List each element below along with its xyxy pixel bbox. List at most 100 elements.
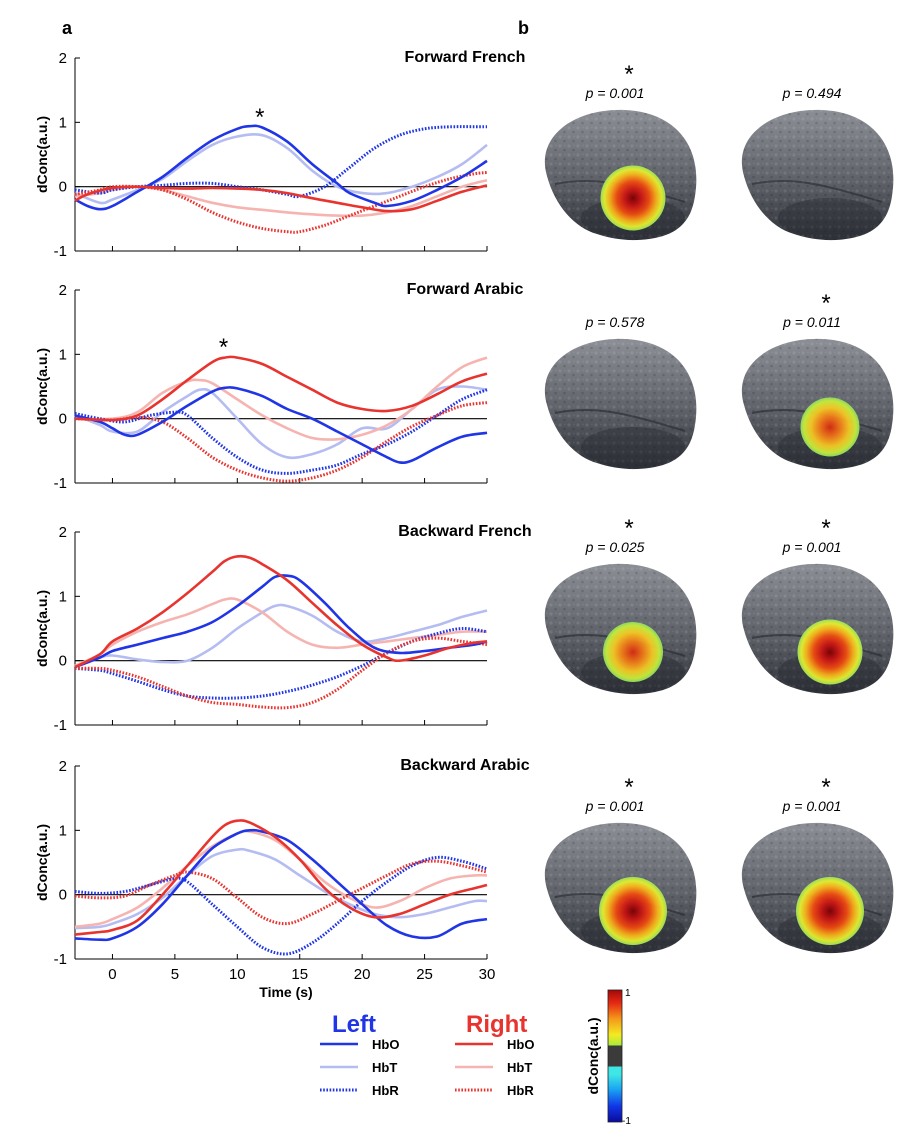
series-left-hbt	[74, 847, 488, 930]
series-left-hbr	[74, 388, 488, 475]
significance-star: *	[624, 61, 633, 88]
activation-blob	[796, 877, 864, 945]
series-left-hbr	[74, 626, 488, 700]
series-right-hbr	[74, 859, 488, 926]
y-tick-label: -1	[54, 475, 67, 492]
significance-star: *	[255, 104, 264, 131]
plot-title: Backward French	[398, 523, 531, 540]
plot-title: Forward Arabic	[407, 281, 524, 298]
x-tick-label: 5	[171, 966, 179, 983]
activation-blob	[603, 622, 663, 682]
brain-map: *p = 0.001	[741, 515, 894, 695]
significance-star: *	[821, 290, 830, 317]
y-tick-label: 2	[59, 758, 67, 775]
brain-temporal-shadow	[778, 198, 882, 238]
series-right-hbr	[74, 636, 488, 710]
series-right-hbt	[74, 356, 488, 441]
legend-label-left-hbr: HbR	[372, 1083, 399, 1098]
p-value-label: p = 0.001	[782, 539, 842, 555]
significance-star: *	[821, 515, 830, 542]
legend-label-left-hbt: HbT	[372, 1060, 397, 1075]
brain-temporal-shadow	[581, 427, 685, 467]
legend-label-right-hbr: HbR	[507, 1083, 534, 1098]
significance-star: *	[624, 515, 633, 542]
series-left-hbo	[74, 386, 488, 464]
colorbar-min-label: -1	[622, 1116, 631, 1127]
brain-map: *p = 0.001	[544, 61, 697, 241]
y-tick-label: 0	[59, 411, 67, 428]
series-left-hbt	[74, 133, 488, 205]
legend-label-right-hbo: HbO	[507, 1037, 534, 1052]
p-value-label: p = 0.494	[782, 85, 842, 101]
p-value-label: p = 0.001	[585, 85, 645, 101]
x-tick-label: 10	[229, 966, 246, 983]
plot-forward-arabic: -1 0 1 2 dConc(a.u.) Forward Arabic *	[34, 281, 523, 492]
colorbar-max-label: 1	[625, 988, 631, 999]
significance-star: *	[624, 774, 633, 801]
x-tick-label: 0	[108, 966, 116, 983]
y-tick-label: 0	[59, 887, 67, 904]
series-left-hbo	[74, 574, 488, 669]
series-left-hbr	[74, 855, 488, 956]
p-value-label: p = 0.578	[585, 314, 645, 330]
activation-blob	[600, 165, 666, 231]
y-tick-label: 0	[59, 653, 67, 670]
y-axis-label: dConc(a.u.)	[34, 590, 50, 667]
colorbar: 1 -1 dConc(a.u.)	[585, 988, 631, 1127]
series-right-hbo	[74, 355, 488, 422]
plot-title: Backward Arabic	[400, 757, 529, 774]
y-tick-label: 1	[59, 346, 67, 363]
series-right-hbo	[74, 554, 488, 669]
brain-map: *p = 0.001	[741, 774, 894, 954]
series-left-hbo	[74, 124, 488, 211]
brain-map: *p = 0.011	[741, 290, 894, 470]
legend-right-header: Right	[466, 1011, 527, 1038]
legend-label-right-hbt: HbT	[507, 1060, 532, 1075]
brain-map: *p = 0.001	[544, 774, 697, 954]
legend-label-left-hbo: HbO	[372, 1037, 399, 1052]
brain-map: p = 0.494	[741, 85, 894, 241]
y-tick-label: -1	[54, 951, 67, 968]
plot-title: Forward French	[405, 49, 526, 66]
x-tick-label: 20	[354, 966, 371, 983]
y-tick-label: 1	[59, 114, 67, 131]
significance-star: *	[219, 334, 228, 361]
y-axis-label: dConc(a.u.)	[34, 824, 50, 901]
x-tick-label: 25	[416, 966, 433, 983]
y-tick-label: 2	[59, 282, 67, 299]
series-right-hbr	[74, 171, 488, 234]
panel-a-label: a	[62, 18, 73, 38]
legend: Left Right HbO HbO HbT HbT HbR HbR	[320, 1011, 534, 1098]
brain-texture	[544, 338, 697, 470]
x-tick-label: 15	[291, 966, 308, 983]
x-axis-label: Time (s)	[259, 984, 312, 1000]
activation-blob	[599, 877, 667, 945]
series-right-hbo	[74, 184, 488, 213]
plot-forward-french: -1 0 1 2 dConc(a.u.) Forward French *	[34, 49, 525, 260]
colorbar-gradient	[607, 989, 623, 1123]
significance-star: *	[821, 774, 830, 801]
colorbar-label: dConc(a.u.)	[585, 1018, 601, 1095]
y-tick-label: -1	[54, 243, 67, 260]
panel-b-label: b	[518, 18, 529, 38]
y-tick-label: 1	[59, 588, 67, 605]
brain-sulcus	[554, 408, 686, 432]
series-left-hbo	[74, 828, 488, 942]
brain-sulcus	[751, 179, 883, 203]
y-tick-label: 1	[59, 822, 67, 839]
series-right-hbt	[74, 597, 488, 667]
brain-map: *p = 0.025	[544, 515, 697, 695]
y-tick-label: 2	[59, 524, 67, 541]
y-tick-label: 2	[59, 50, 67, 67]
series-right-hbt	[74, 829, 488, 929]
y-axis-label: dConc(a.u.)	[34, 348, 50, 425]
series-right-hbo	[74, 819, 488, 936]
y-axis-label: dConc(a.u.)	[34, 116, 50, 193]
activation-blob	[797, 619, 863, 685]
x-tick-label: 30	[479, 966, 496, 983]
p-value-label: p = 0.025	[585, 539, 645, 555]
brain-map: p = 0.578	[544, 314, 697, 470]
p-value-label: p = 0.011	[782, 314, 841, 330]
